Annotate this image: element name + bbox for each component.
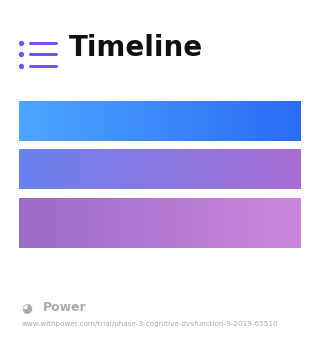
Text: 3 weeks: 3 weeks xyxy=(226,113,286,128)
Text: Screening ~: Screening ~ xyxy=(37,113,127,128)
Text: Varies: Varies xyxy=(242,162,286,177)
Text: Timeline: Timeline xyxy=(69,34,203,62)
Text: Treatment ~: Treatment ~ xyxy=(37,162,128,177)
Text: ◕: ◕ xyxy=(22,301,33,314)
Text: baseline to an average of
42 months: baseline to an average of 42 months xyxy=(104,205,291,240)
Text: Follow
ups ~: Follow ups ~ xyxy=(37,205,83,240)
Text: Power: Power xyxy=(43,301,87,314)
Text: www.withpower.com/trial/phase-3-cognitive-dysfunction-9-2019-65510: www.withpower.com/trial/phase-3-cognitiv… xyxy=(22,321,278,328)
